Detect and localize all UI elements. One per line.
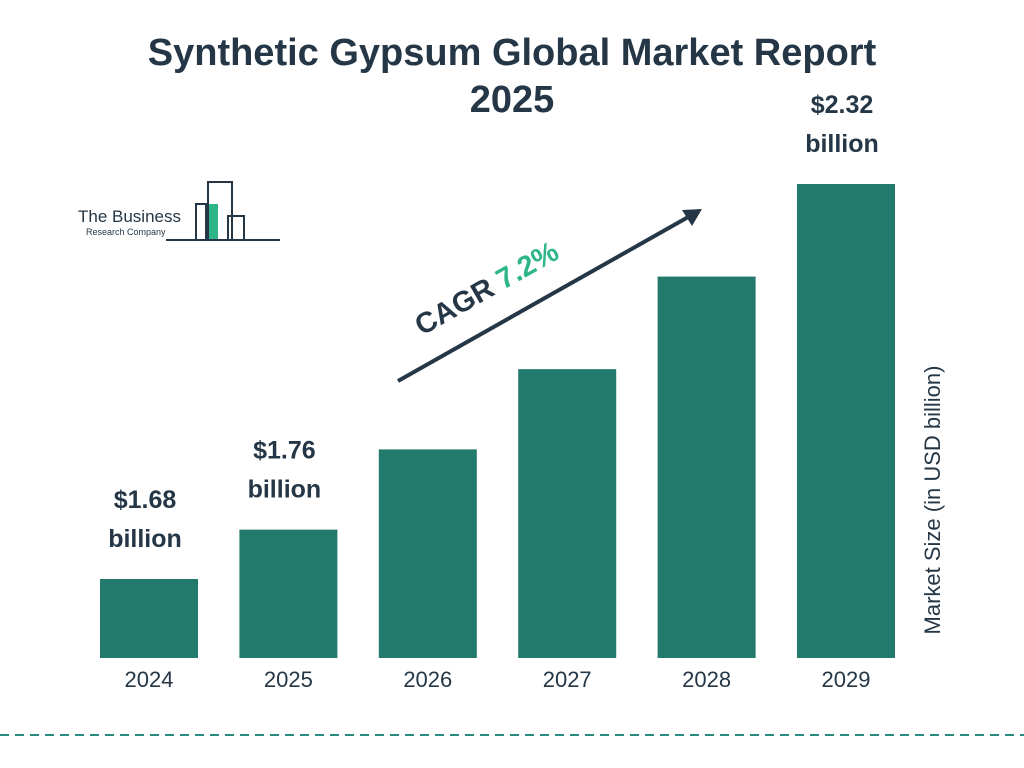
x-tick-label: 2025 xyxy=(264,667,313,692)
x-tick-label: 2026 xyxy=(403,667,452,692)
logo-bar xyxy=(209,204,218,240)
x-tick-label: 2024 xyxy=(125,667,174,692)
logo: The Business Research Company xyxy=(78,181,280,241)
value-label-line: $1.76 xyxy=(253,437,316,465)
x-tick-label: 2027 xyxy=(543,667,592,692)
value-label: $1.68 billion xyxy=(108,486,182,553)
bar xyxy=(797,184,895,658)
value-label: $2.32 billion xyxy=(805,91,879,158)
bar xyxy=(378,449,477,658)
logo-text: The Business xyxy=(78,207,181,226)
value-label-line: billion xyxy=(248,476,322,504)
bar xyxy=(100,579,198,658)
bar xyxy=(239,529,338,658)
cagr-value: 7.2% xyxy=(491,236,564,297)
y-axis-label: Market Size (in USD billion) xyxy=(920,366,945,635)
chart-title: Synthetic Gypsum Global Market Report 20… xyxy=(147,32,877,121)
trend-arrow xyxy=(397,214,691,383)
value-label-line: $1.68 xyxy=(114,486,177,514)
value-label: $1.76 billion xyxy=(248,437,322,504)
logo-bar xyxy=(227,215,245,241)
value-label-line: $2.32 xyxy=(811,91,874,119)
x-tick-label: 2029 xyxy=(822,667,871,692)
bar xyxy=(657,276,756,658)
logo-text: Research Company xyxy=(86,227,166,237)
logo-bar xyxy=(195,203,207,241)
value-label-line: billion xyxy=(805,130,879,158)
cagr-annotation: CAGR7.2% xyxy=(410,236,565,342)
bar xyxy=(518,369,617,658)
arrow-head xyxy=(682,209,702,226)
x-tick-label: 2028 xyxy=(682,667,731,692)
value-label-line: billion xyxy=(108,525,182,553)
